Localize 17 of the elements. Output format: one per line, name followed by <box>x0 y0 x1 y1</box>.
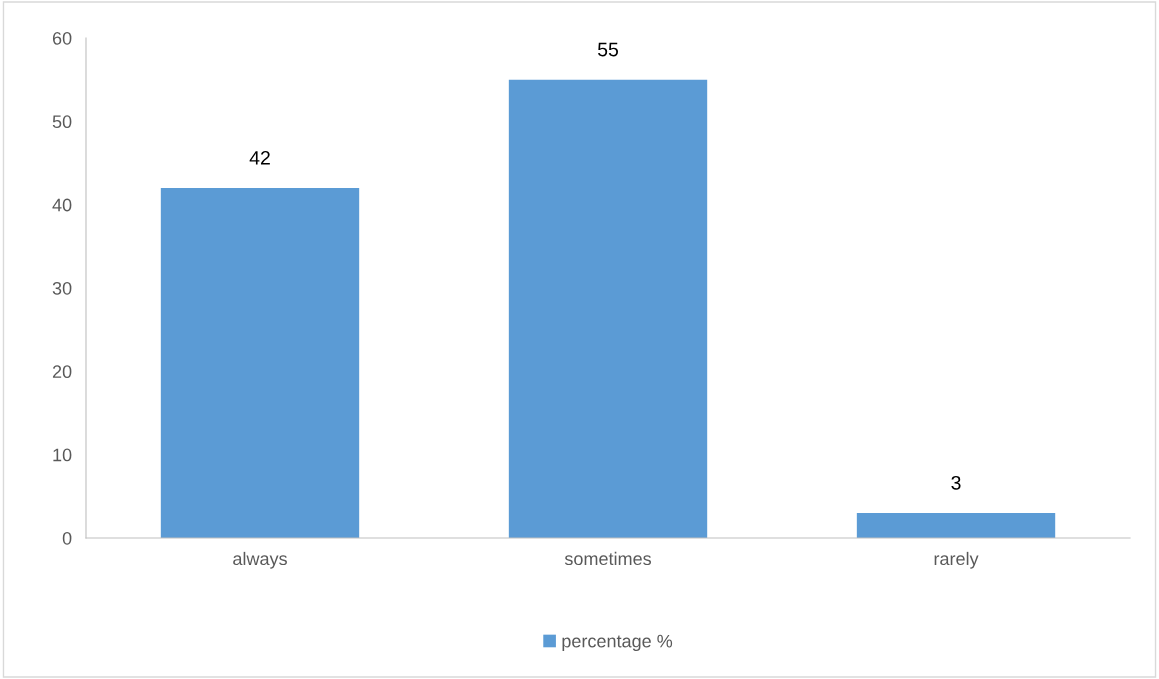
y-tick-label: 30 <box>52 281 72 295</box>
legend-label: percentage % <box>562 634 673 652</box>
bar <box>508 79 708 538</box>
data-label: 3 <box>951 475 961 490</box>
y-tick-label: 50 <box>52 115 72 129</box>
y-tick-label: 60 <box>52 31 72 45</box>
bar <box>856 512 1056 538</box>
x-tick-label: always <box>233 551 287 569</box>
y-tick-label: 0 <box>62 531 72 545</box>
x-tick-label: rarely <box>934 551 979 569</box>
x-tick-label: sometimes <box>564 551 652 566</box>
data-label: 55 <box>597 42 619 57</box>
data-label: 42 <box>249 150 270 165</box>
y-tick-label: 20 <box>52 365 72 379</box>
y-tick-label: 10 <box>53 448 72 462</box>
y-tick-label: 40 <box>52 198 72 212</box>
bar <box>160 188 360 538</box>
